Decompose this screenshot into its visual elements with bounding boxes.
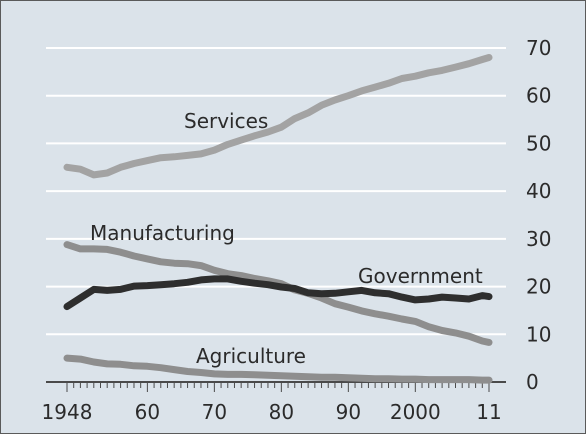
y-tick-label-40: 40 bbox=[526, 179, 551, 203]
series-label-services: Services bbox=[184, 109, 268, 133]
y-tick-label-10: 10 bbox=[526, 322, 551, 346]
series-label-manufacturing: Manufacturing bbox=[90, 221, 235, 245]
x-tick-label-2011: 11 bbox=[476, 400, 501, 424]
x-tick-label-1970: 70 bbox=[202, 400, 227, 424]
x-tick-label-1990: 90 bbox=[336, 400, 361, 424]
x-tick-label-1980: 80 bbox=[269, 400, 294, 424]
series-line-manufacturing bbox=[63, 241, 493, 346]
series-line-agriculture bbox=[63, 354, 493, 384]
series-label-agriculture: Agriculture bbox=[196, 344, 306, 368]
x-tick-label-1960: 60 bbox=[135, 400, 160, 424]
series-line-government bbox=[63, 275, 493, 311]
y-tick-label-70: 70 bbox=[526, 36, 551, 60]
y-tick-label-30: 30 bbox=[526, 227, 551, 251]
series-label-government: Government bbox=[358, 264, 483, 288]
x-tick-label-1948: 1948 bbox=[42, 400, 93, 424]
y-tick-label-60: 60 bbox=[526, 84, 551, 108]
y-tick-label-20: 20 bbox=[526, 275, 551, 299]
x-tick-label-2000: 2000 bbox=[390, 400, 441, 424]
y-tick-label-0: 0 bbox=[526, 370, 539, 394]
series-line-services bbox=[63, 54, 493, 179]
y-tick-label-50: 50 bbox=[526, 131, 551, 155]
